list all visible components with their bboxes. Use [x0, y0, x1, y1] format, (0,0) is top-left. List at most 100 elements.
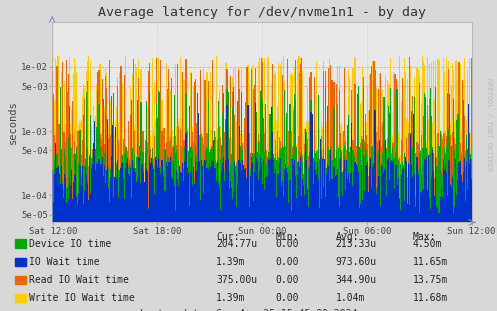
- Bar: [383, 97, 384, 311]
- Bar: [101, 157, 103, 311]
- Bar: [236, 162, 237, 311]
- Bar: [344, 146, 345, 311]
- Bar: [269, 159, 270, 311]
- Bar: [420, 103, 422, 311]
- Bar: [136, 175, 137, 311]
- Bar: [292, 156, 293, 311]
- Bar: [221, 145, 222, 311]
- Bar: [83, 88, 85, 311]
- Bar: [77, 197, 78, 311]
- Bar: [79, 152, 80, 311]
- Bar: [157, 167, 159, 311]
- Bar: [262, 62, 263, 311]
- Bar: [345, 190, 346, 311]
- Bar: [380, 73, 381, 311]
- Bar: [435, 142, 436, 311]
- Bar: [350, 146, 351, 311]
- Bar: [440, 134, 442, 311]
- Bar: [189, 106, 190, 311]
- Bar: [337, 197, 339, 311]
- Bar: [388, 84, 389, 311]
- Bar: [421, 173, 423, 311]
- Bar: [250, 151, 251, 311]
- Bar: [435, 61, 436, 311]
- Bar: [204, 183, 206, 311]
- Bar: [275, 71, 276, 311]
- Bar: [466, 119, 467, 311]
- Bar: [404, 162, 405, 311]
- Bar: [455, 159, 456, 311]
- Bar: [73, 73, 75, 311]
- Bar: [326, 168, 328, 311]
- Bar: [109, 181, 110, 311]
- Bar: [270, 84, 272, 311]
- Bar: [267, 157, 268, 311]
- Bar: [213, 153, 214, 311]
- Bar: [107, 120, 108, 311]
- Bar: [242, 160, 244, 311]
- Bar: [227, 105, 228, 311]
- Bar: [396, 165, 397, 311]
- Bar: [361, 101, 362, 311]
- Bar: [464, 58, 465, 311]
- Bar: [243, 176, 245, 311]
- Bar: [295, 132, 296, 311]
- Bar: [68, 199, 69, 311]
- Bar: [58, 56, 59, 311]
- Bar: [396, 79, 397, 311]
- Bar: [84, 162, 86, 311]
- Bar: [341, 152, 342, 311]
- Bar: [99, 199, 100, 311]
- Bar: [266, 163, 267, 311]
- Bar: [343, 142, 344, 311]
- Bar: [459, 160, 461, 311]
- Bar: [71, 169, 72, 311]
- Bar: [59, 124, 60, 311]
- Bar: [116, 179, 117, 311]
- Bar: [323, 187, 324, 311]
- Bar: [262, 58, 263, 311]
- Bar: [265, 177, 266, 311]
- Bar: [153, 130, 154, 311]
- Bar: [280, 141, 281, 311]
- Bar: [393, 165, 395, 311]
- Bar: [372, 167, 373, 311]
- Bar: [278, 63, 279, 311]
- Bar: [305, 162, 306, 311]
- Bar: [346, 183, 347, 311]
- Bar: [95, 204, 96, 311]
- Bar: [165, 156, 166, 311]
- Bar: [121, 163, 123, 311]
- Bar: [296, 198, 297, 311]
- Bar: [323, 61, 324, 311]
- Bar: [170, 157, 171, 311]
- Bar: [298, 172, 299, 311]
- Bar: [345, 141, 346, 311]
- Bar: [381, 147, 382, 311]
- Bar: [398, 159, 399, 311]
- Bar: [133, 163, 134, 311]
- Bar: [70, 133, 71, 311]
- Bar: [247, 178, 248, 311]
- Bar: [451, 147, 452, 311]
- Bar: [196, 155, 197, 311]
- Bar: [418, 153, 419, 311]
- Bar: [224, 154, 226, 311]
- Bar: [381, 126, 382, 311]
- Bar: [436, 207, 437, 311]
- Bar: [235, 172, 236, 311]
- Bar: [314, 118, 315, 311]
- Bar: [194, 184, 195, 311]
- Bar: [229, 138, 230, 311]
- Bar: [400, 164, 401, 311]
- Bar: [99, 152, 100, 311]
- Bar: [200, 135, 201, 311]
- Bar: [74, 153, 76, 311]
- Bar: [164, 183, 165, 311]
- Bar: [355, 146, 357, 311]
- Bar: [318, 95, 319, 311]
- Bar: [68, 73, 69, 311]
- Bar: [123, 179, 124, 311]
- Bar: [433, 162, 434, 311]
- Bar: [65, 156, 66, 311]
